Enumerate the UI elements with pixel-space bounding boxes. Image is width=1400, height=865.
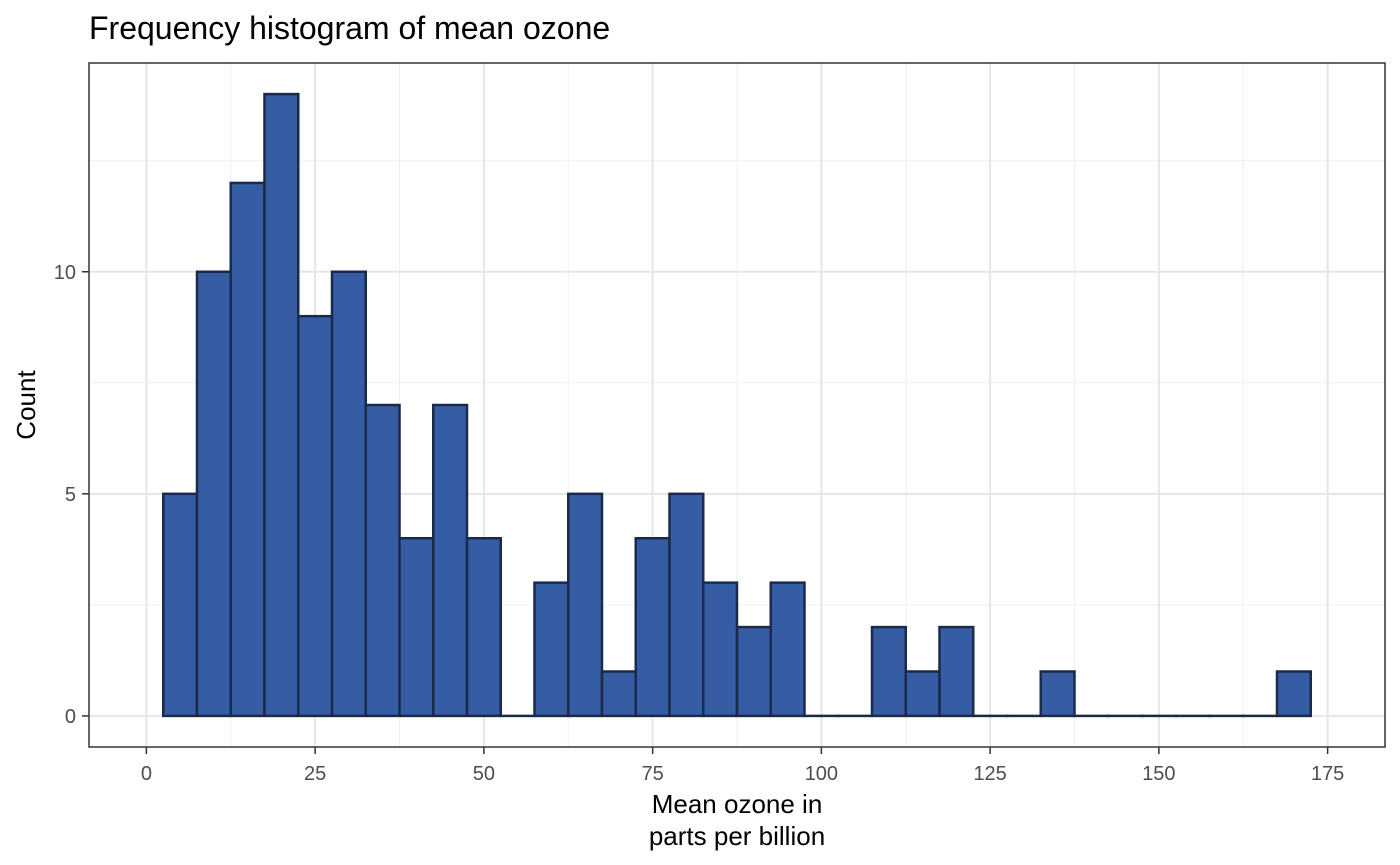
x-tick-label: 175 <box>1311 763 1344 785</box>
histogram-bar <box>330 270 367 718</box>
histogram-bar <box>162 492 199 718</box>
x-tick-label: 0 <box>141 763 152 785</box>
x-tick-label: 150 <box>1142 763 1175 785</box>
histogram-bar <box>364 403 401 718</box>
histogram-bars <box>162 92 1312 718</box>
y-tick-label: 10 <box>54 262 76 284</box>
histogram-bar <box>263 92 300 718</box>
histogram-bar <box>1039 670 1076 718</box>
y-axis: 0 5 10 <box>54 262 89 728</box>
x-axis: 0 25 50 75 100 125 150 175 <box>141 747 1344 785</box>
x-tick-label: 50 <box>473 763 495 785</box>
histogram-bar <box>702 581 739 718</box>
y-tick-label: 5 <box>65 484 76 506</box>
histogram-bar <box>668 492 705 718</box>
x-axis-title-line-2: parts per billion <box>649 821 825 851</box>
histogram-bar <box>600 670 637 718</box>
histogram-bar <box>297 314 334 718</box>
histogram-bar <box>567 492 604 718</box>
histogram-bar <box>904 670 941 718</box>
x-tick-label: 125 <box>973 763 1006 785</box>
x-tick-label: 25 <box>304 763 326 785</box>
histogram-bar <box>938 625 975 718</box>
chart-title: Frequency histogram of mean ozone <box>89 10 610 46</box>
x-axis-title-line-1: Mean ozone in <box>652 789 823 819</box>
x-tick-label: 75 <box>642 763 664 785</box>
histogram-bar <box>735 625 772 718</box>
histogram-bar <box>634 536 671 718</box>
panel-border <box>88 62 1386 748</box>
histogram-bar <box>195 270 232 718</box>
histogram-bar <box>465 536 502 718</box>
histogram-bar <box>1275 670 1312 718</box>
histogram-bar <box>769 581 806 718</box>
x-tick-label: 100 <box>805 763 838 785</box>
y-axis-title: Count <box>11 370 41 440</box>
histogram-bar <box>533 581 570 718</box>
histogram-bar <box>870 625 907 718</box>
y-tick-label: 0 <box>65 706 76 728</box>
histogram-bar <box>398 536 435 718</box>
histogram-bar <box>229 181 266 718</box>
histogram-bar <box>432 403 469 718</box>
